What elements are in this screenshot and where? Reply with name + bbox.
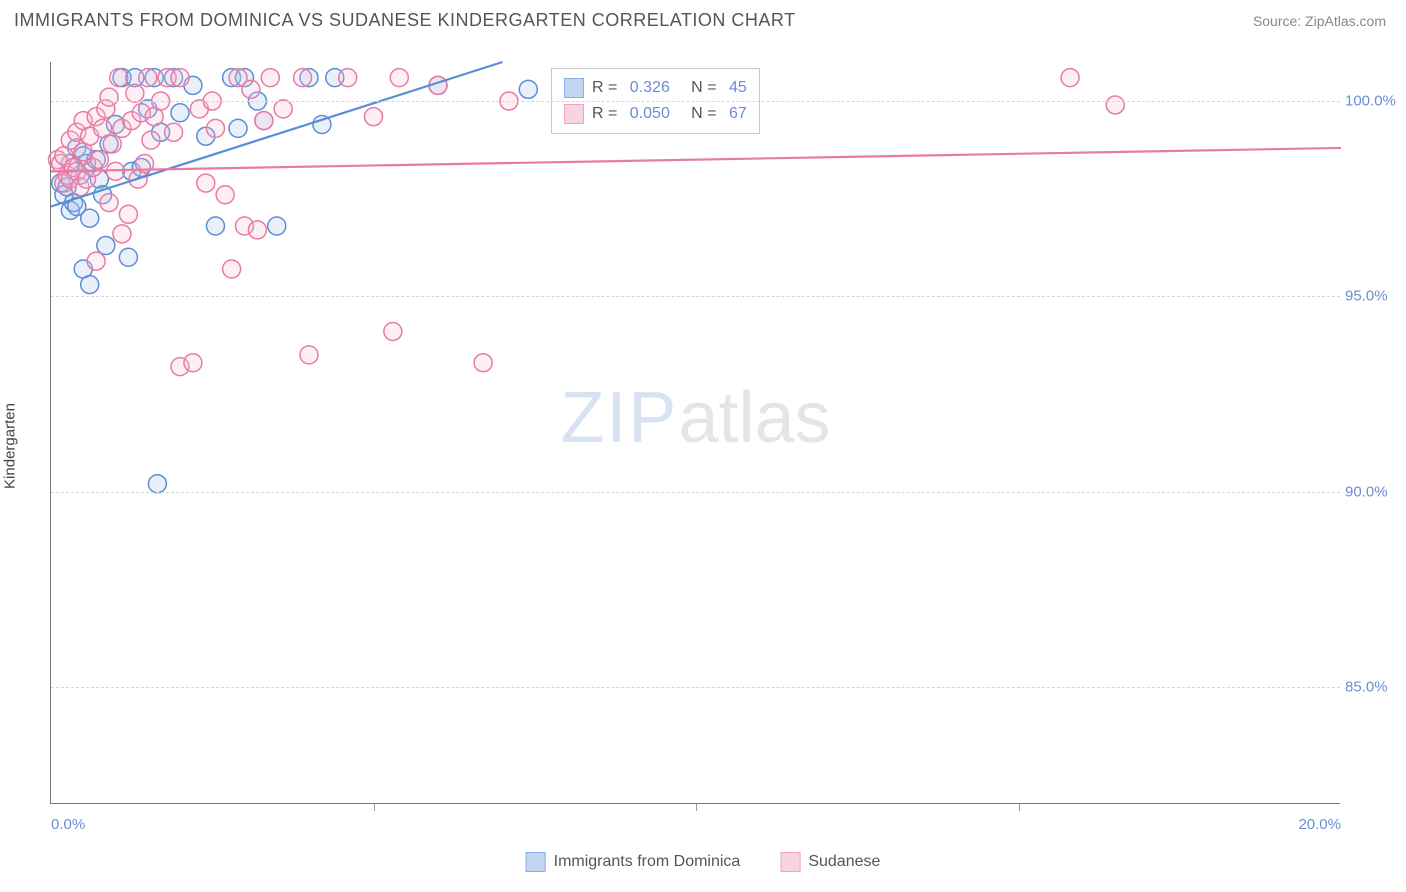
data-point	[216, 186, 234, 204]
data-point	[148, 475, 166, 493]
x-tick	[374, 803, 375, 811]
chart-source: Source: ZipAtlas.com	[1253, 13, 1386, 29]
data-point	[197, 174, 215, 192]
legend-r-value: 0.050	[630, 101, 670, 127]
legend-n-label: N =	[678, 101, 721, 127]
legend-swatch	[780, 852, 800, 872]
chart-title: IMMIGRANTS FROM DOMINICA VS SUDANESE KIN…	[14, 10, 796, 31]
data-point	[1106, 96, 1124, 114]
legend-swatch	[526, 852, 546, 872]
data-point	[184, 354, 202, 372]
data-point	[81, 209, 99, 227]
data-point	[1061, 69, 1079, 87]
data-point	[97, 237, 115, 255]
data-point	[206, 217, 224, 235]
gridline	[51, 687, 1340, 688]
gridline	[51, 296, 1340, 297]
legend-swatch	[564, 104, 584, 124]
bottom-legend-item: Immigrants from Dominica	[526, 852, 741, 872]
legend-n-value: 45	[729, 75, 747, 101]
data-point	[142, 131, 160, 149]
chart-header: IMMIGRANTS FROM DOMINICA VS SUDANESE KIN…	[0, 0, 1406, 37]
data-point	[119, 205, 137, 223]
data-point	[390, 69, 408, 87]
data-point	[229, 119, 247, 137]
data-point	[113, 225, 131, 243]
plot-area: ZIPatlas R = 0.326 N = 45R = 0.050 N = 6…	[50, 62, 1340, 804]
y-tick-label: 90.0%	[1345, 483, 1400, 500]
legend-swatch	[564, 78, 584, 98]
data-point	[90, 151, 108, 169]
x-tick-label: 0.0%	[51, 816, 85, 833]
y-axis-label: Kindergarten	[2, 403, 19, 489]
legend-row: R = 0.050 N = 67	[564, 101, 747, 127]
data-point	[126, 84, 144, 102]
data-point	[100, 88, 118, 106]
gridline	[51, 101, 1340, 102]
data-point	[223, 260, 241, 278]
gridline	[51, 492, 1340, 493]
data-point	[139, 69, 157, 87]
data-point	[171, 69, 189, 87]
data-point	[384, 322, 402, 340]
legend-n-label: N =	[678, 75, 721, 101]
data-point	[81, 276, 99, 294]
data-point	[519, 80, 537, 98]
data-point	[255, 112, 273, 130]
data-point	[242, 80, 260, 98]
bottom-legend-label: Immigrants from Dominica	[554, 853, 741, 871]
bottom-legend-item: Sudanese	[780, 852, 880, 872]
data-point	[94, 119, 112, 137]
data-point	[171, 104, 189, 122]
data-point	[110, 69, 128, 87]
data-point	[165, 123, 183, 141]
data-point	[300, 346, 318, 364]
data-point	[268, 217, 286, 235]
legend-row: R = 0.326 N = 45	[564, 75, 747, 101]
y-tick-label: 95.0%	[1345, 288, 1400, 305]
data-point	[365, 108, 383, 126]
data-point	[248, 221, 266, 239]
legend-n-value: 67	[729, 101, 747, 127]
y-tick-label: 85.0%	[1345, 678, 1400, 695]
data-point	[474, 354, 492, 372]
scatter-svg	[51, 62, 1340, 803]
legend-r-label: R =	[592, 75, 622, 101]
legend-r-label: R =	[592, 101, 622, 127]
y-tick-label: 100.0%	[1345, 93, 1400, 110]
trend-line	[51, 148, 1341, 171]
data-point	[103, 135, 121, 153]
x-tick	[696, 803, 697, 811]
x-tick-label: 20.0%	[1298, 816, 1341, 833]
bottom-legend-label: Sudanese	[808, 853, 880, 871]
data-point	[294, 69, 312, 87]
data-point	[119, 248, 137, 266]
data-point	[100, 194, 118, 212]
data-point	[274, 100, 292, 118]
data-point	[261, 69, 279, 87]
data-point	[206, 119, 224, 137]
x-tick	[1019, 803, 1020, 811]
legend-r-value: 0.326	[630, 75, 670, 101]
data-point	[87, 252, 105, 270]
series-legend: Immigrants from Dominica Sudanese	[526, 852, 881, 872]
data-point	[339, 69, 357, 87]
